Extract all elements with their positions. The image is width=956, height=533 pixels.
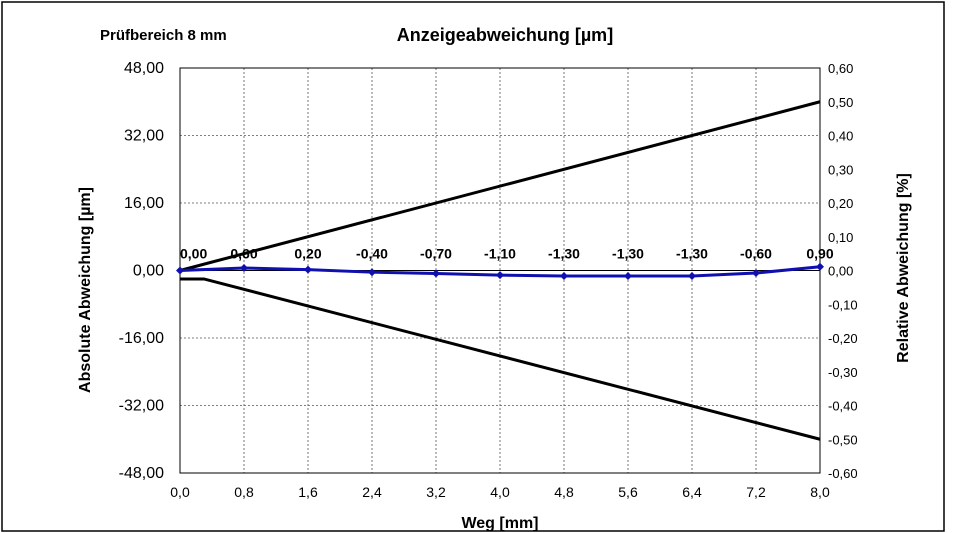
chart-title: Anzeigeabweichung [µm] bbox=[397, 25, 613, 45]
data-point-marker bbox=[560, 271, 568, 280]
data-point-marker bbox=[496, 271, 504, 280]
x-tick-label: 3,2 bbox=[426, 484, 446, 500]
data-point-marker bbox=[368, 268, 376, 277]
data-label: 0,90 bbox=[806, 246, 833, 262]
data-label: 0,60 bbox=[230, 246, 257, 262]
x-tick-label: 0,8 bbox=[234, 484, 254, 500]
data-label: -0,70 bbox=[420, 246, 452, 262]
y2-tick-label: 0,60 bbox=[828, 61, 853, 76]
y-tick-label: 0,00 bbox=[133, 263, 164, 280]
y-tick-label: -48,00 bbox=[119, 465, 164, 482]
y2-tick-label: -0,20 bbox=[828, 331, 858, 346]
data-label: -1,30 bbox=[548, 246, 580, 262]
x-tick-label: 4,8 bbox=[554, 484, 574, 500]
y2-tick-label: 0,30 bbox=[828, 162, 853, 177]
x-tick-label: 4,0 bbox=[490, 484, 510, 500]
y-tick-label: 16,00 bbox=[124, 195, 164, 212]
data-label: -1,30 bbox=[676, 246, 708, 262]
y-axis-label: Absolute Abweichung [µm] bbox=[77, 187, 94, 393]
y2-tick-label: -0,40 bbox=[828, 399, 858, 414]
x-tick-label: 1,6 bbox=[298, 484, 318, 500]
data-point-marker bbox=[240, 263, 248, 272]
y-tick-label: 48,00 bbox=[124, 60, 164, 77]
upper-limit-line bbox=[179, 100, 821, 272]
data-point-marker bbox=[752, 269, 760, 278]
y2-axis-label: Relative Abweichung [%] bbox=[895, 173, 912, 363]
measurement-series bbox=[176, 262, 824, 280]
y-tick-label: -32,00 bbox=[119, 398, 164, 415]
data-point-marker bbox=[816, 262, 824, 271]
data-point-marker bbox=[624, 271, 632, 280]
data-label: -0,60 bbox=[740, 246, 772, 262]
data-point-marker bbox=[688, 271, 696, 280]
x-tick-label: 5,6 bbox=[618, 484, 638, 500]
data-labels: 0,00 0,60 0,20 -0,40 -0,70 -1,10 -1,30 -1,30 -1,… bbox=[180, 246, 834, 262]
x-tick-label: 7,2 bbox=[746, 484, 766, 500]
y2-tick-label: -0,30 bbox=[828, 365, 858, 380]
x-tick-label: 6,4 bbox=[682, 484, 702, 500]
y-tick-label: -16,00 bbox=[119, 330, 164, 347]
tick-labels: 0,0 0,8 1,6 2,4 3,2 4,0 4,8 5,6 6,4 7,2 8,0 48,00 32… bbox=[119, 60, 858, 500]
data-label: -1,10 bbox=[484, 246, 516, 262]
data-point-marker bbox=[304, 265, 312, 274]
y2-tick-label: 0,00 bbox=[828, 264, 853, 279]
data-label: 0,20 bbox=[294, 246, 321, 262]
y2-tick-label: -0,60 bbox=[828, 466, 858, 481]
y2-tick-label: 0,40 bbox=[828, 129, 853, 144]
y2-tick-label: -0,50 bbox=[828, 432, 858, 447]
x-tick-label: 0,0 bbox=[170, 484, 190, 500]
x-axis-label: Weg [mm] bbox=[461, 515, 538, 532]
grid bbox=[180, 68, 820, 473]
x-tick-label: 2,4 bbox=[362, 484, 382, 500]
lower-limit-line bbox=[180, 277, 821, 441]
limit-lines bbox=[179, 100, 821, 441]
data-label: 0,00 bbox=[180, 246, 207, 262]
data-point-marker bbox=[176, 266, 184, 275]
data-label: -1,30 bbox=[612, 246, 644, 262]
y2-tick-label: 0,10 bbox=[828, 230, 853, 245]
y2-tick-label: 0,20 bbox=[828, 196, 853, 211]
chart-subtitle: Prüfbereich 8 mm bbox=[100, 27, 227, 44]
y2-tick-label: 0,50 bbox=[828, 95, 853, 110]
data-point-marker bbox=[432, 269, 440, 278]
x-tick-label: 8,0 bbox=[810, 484, 830, 500]
y2-tick-label: -0,10 bbox=[828, 297, 858, 312]
data-label: -0,40 bbox=[356, 246, 388, 262]
y-tick-label: 32,00 bbox=[124, 128, 164, 145]
